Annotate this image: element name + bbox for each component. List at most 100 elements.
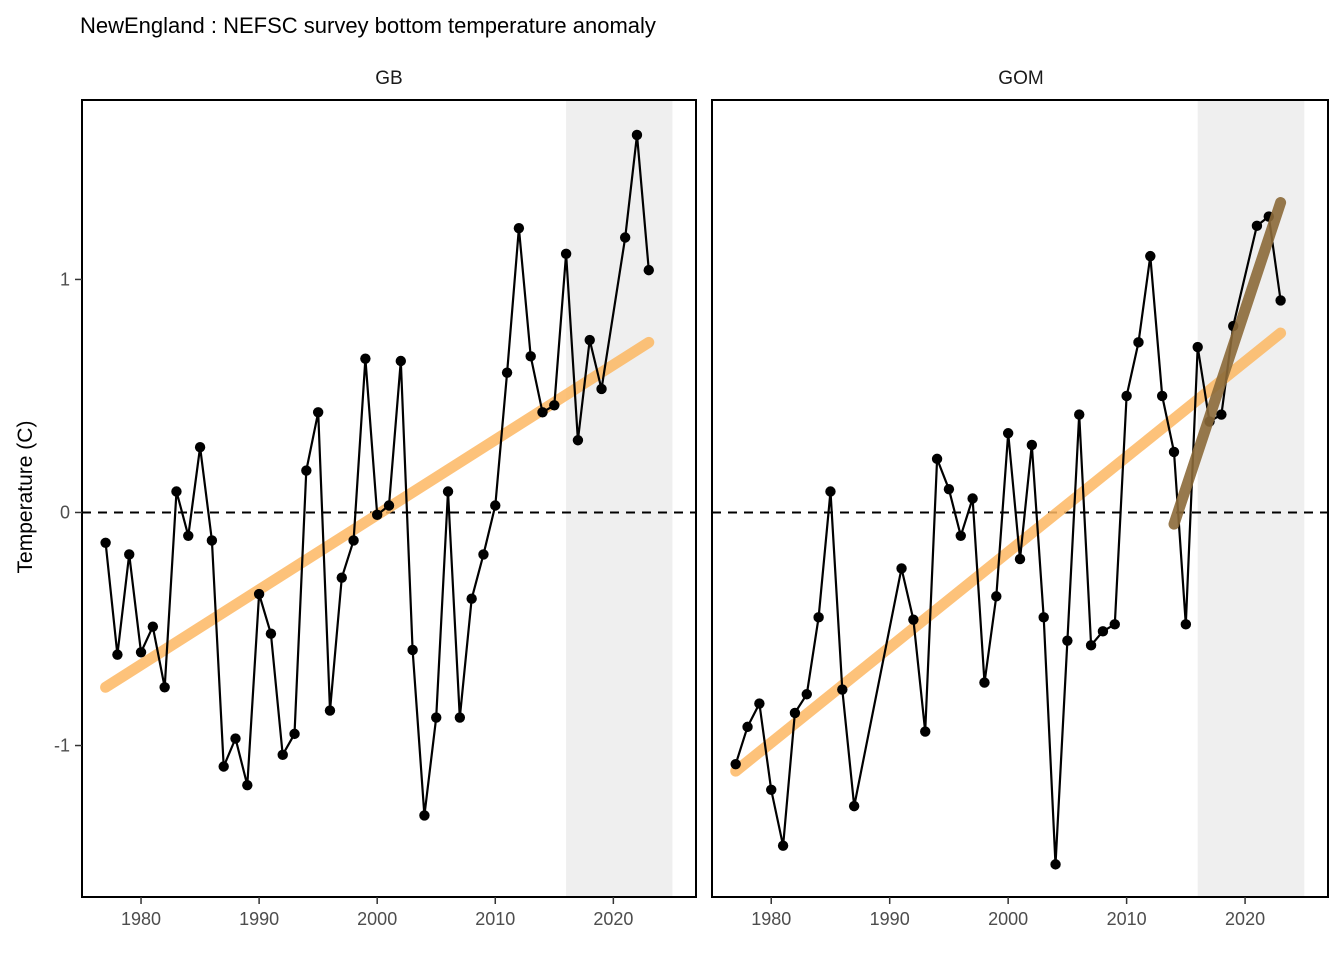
- data-point: [1275, 295, 1286, 306]
- data-point: [1026, 439, 1038, 451]
- data-point: [371, 509, 383, 521]
- data-point: [454, 712, 466, 723]
- data-point: [766, 784, 777, 796]
- data-point: [525, 351, 536, 362]
- data-point: [431, 712, 442, 723]
- x-tick-label: 2010: [475, 909, 515, 929]
- data-point: [967, 493, 978, 504]
- data-point: [277, 749, 288, 761]
- data-point: [1002, 428, 1014, 439]
- data-point: [1085, 640, 1097, 651]
- x-tick-label: 2000: [988, 909, 1028, 929]
- data-point: [789, 707, 801, 719]
- data-point: [1050, 859, 1061, 870]
- data-point: [395, 355, 407, 367]
- panel-gom: GOM 1980 1990 2000 2010 2020: [711, 68, 1329, 929]
- data-point: [596, 383, 607, 395]
- data-point: [289, 728, 300, 740]
- x-tick-label: 2020: [1225, 909, 1265, 929]
- data-point: [848, 800, 860, 812]
- data-point: [253, 588, 265, 600]
- data-point: [1180, 619, 1192, 630]
- data-point: [979, 677, 990, 688]
- recent-period-shade: [566, 100, 673, 897]
- data-point: [908, 614, 919, 625]
- data-point: [183, 530, 194, 541]
- data-point: [730, 758, 741, 770]
- data-point: [1121, 390, 1132, 402]
- data-point: [324, 705, 336, 716]
- data-point: [112, 649, 123, 660]
- data-point: [754, 698, 765, 709]
- data-point: [537, 407, 548, 418]
- data-point: [1133, 337, 1144, 348]
- panel-border: [81, 99, 697, 898]
- data-point: [643, 264, 654, 276]
- data-point: [813, 612, 824, 623]
- y-tick-label: 1: [60, 269, 70, 289]
- data-point: [171, 486, 182, 497]
- data-point: [419, 810, 430, 821]
- panel-strip-label: GOM: [998, 68, 1043, 89]
- data-point: [478, 549, 489, 560]
- data-point: [825, 486, 836, 497]
- data-point: [619, 232, 631, 243]
- long-term-trend-line: [730, 327, 1287, 777]
- data-point: [194, 442, 206, 453]
- data-point: [584, 334, 595, 346]
- x-tick-label: 1990: [870, 909, 910, 929]
- data-point: [1014, 553, 1026, 565]
- data-point: [206, 535, 218, 546]
- data-point: [896, 563, 907, 574]
- data-point: [265, 628, 277, 639]
- data-point: [1145, 250, 1156, 262]
- panel-gb: GB 1980 1990 2000 2010 2020: [81, 68, 697, 929]
- data-point: [742, 721, 753, 733]
- data-point: [301, 465, 312, 476]
- recent-period-shade: [1197, 100, 1305, 897]
- panel-border: [711, 99, 1329, 898]
- y-axis-label: Temperature (C): [14, 421, 37, 574]
- data-point: [1074, 409, 1085, 420]
- data-point: [1251, 220, 1263, 232]
- x-tick-label: 2010: [1107, 909, 1147, 929]
- data-point: [560, 248, 572, 260]
- x-tick-label: 2020: [593, 909, 633, 929]
- x-tick-label: 1980: [121, 909, 161, 929]
- data-point: [490, 500, 501, 511]
- data-point: [230, 733, 241, 744]
- data-point: [631, 129, 643, 141]
- data-point: [955, 530, 966, 541]
- x-tick-label: 1990: [239, 909, 279, 929]
- data-point: [312, 407, 324, 418]
- data-point: [943, 483, 955, 495]
- chart-title: NewEngland : NEFSC survey bottom tempera…: [80, 13, 656, 38]
- data-point: [147, 621, 159, 632]
- data-point: [777, 840, 789, 851]
- data-point: [466, 593, 477, 604]
- series-line: [104, 133, 650, 817]
- data-point: [1038, 612, 1049, 623]
- data-point: [991, 591, 1002, 602]
- data-point: [549, 400, 560, 411]
- data-point: [159, 682, 170, 693]
- data-point: [348, 535, 359, 546]
- data-point: [801, 689, 812, 700]
- x-tick-label: 2000: [357, 909, 397, 929]
- data-point: [837, 684, 848, 695]
- data-point: [360, 353, 371, 364]
- data-point: [383, 500, 395, 511]
- data-point: [572, 435, 584, 446]
- data-point: [931, 453, 943, 465]
- data-point: [135, 647, 147, 658]
- data-point: [1109, 619, 1120, 630]
- data-point: [1097, 626, 1109, 637]
- data-point: [920, 726, 931, 737]
- data-point: [1062, 635, 1073, 646]
- y-tick-label: 0: [60, 502, 70, 522]
- data-point: [442, 486, 454, 497]
- recent-trend-line: [1168, 197, 1287, 530]
- data-point: [1156, 390, 1168, 402]
- data-point: [513, 222, 525, 234]
